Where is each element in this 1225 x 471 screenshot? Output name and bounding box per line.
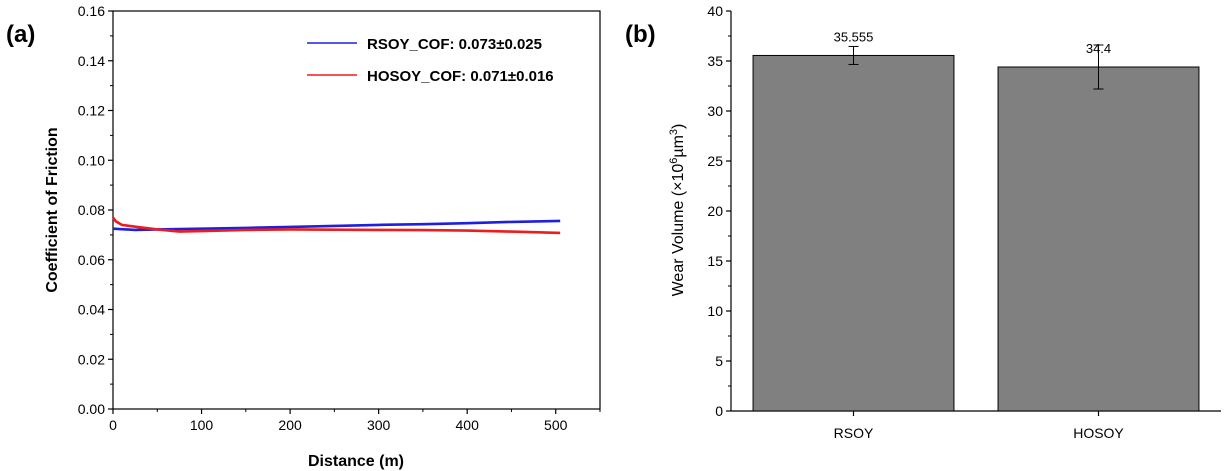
panel-a-ytick-label: 0.00 [78,401,105,417]
panel-a-xtick-label: 500 [544,417,568,433]
panel-a-xtick-label: 300 [367,417,391,433]
panel-a-label: (a) [6,21,35,48]
bar-hosoy [997,66,1200,412]
panel-b-ytick-label: 5 [715,353,723,369]
panel-b-ytick-label: 15 [707,253,723,269]
panel-a-ytick-label: 0.12 [78,103,105,119]
panel-a-ylabel: Coefficient of Friction [44,127,61,292]
panel-b-ytick-label: 35 [707,53,723,69]
panel-b-ytick-label: 10 [707,303,723,319]
panel-a-xtick-label: 0 [109,417,117,433]
panel-b-xtick-label: HOSOY [1073,425,1124,441]
panel-b-ytick-label: 40 [707,3,723,19]
series-line-hosoy [111,216,561,235]
panel-b-ytick-label: 20 [707,203,723,219]
panel-a-ytick-label: 0.02 [78,351,105,367]
panel-a-ytick-label: 0.06 [78,252,105,268]
data-label-rsoy: 35.555 [834,29,874,44]
panel-b-ylabel: Wear Volume (×106µm3) [668,124,687,297]
panel-a-xtick-label: 100 [190,417,214,433]
data-label-hosoy: 34.4 [1086,41,1111,56]
panel-b-ytick-label: 0 [715,403,723,419]
panel-a-xtick-label: 400 [456,417,480,433]
panel-b-label: (b) [625,21,656,48]
panel-a-xtick-label: 200 [278,417,302,433]
panel-a-ytick-label: 0.10 [78,152,105,168]
panel-b-xtick-label: RSOY [834,425,874,441]
panel-a-ytick-label: 0.08 [78,202,105,218]
panel-b-ytick-label: 30 [707,103,723,119]
panel-b-ytick-label: 25 [707,153,723,169]
panel-a-xlabel: Distance (m) [308,453,404,470]
panel-a-ytick-label: 0.04 [78,302,105,318]
bar-rsoy [752,54,955,412]
legend-label-hosoy: HOSOY_COF: 0.071±0.016 [367,68,554,85]
panel-a-ytick-label: 0.16 [78,3,105,19]
panel-a-ytick-label: 0.14 [78,53,105,69]
legend-label-rsoy: RSOY_COF: 0.073±0.025 [367,36,542,53]
